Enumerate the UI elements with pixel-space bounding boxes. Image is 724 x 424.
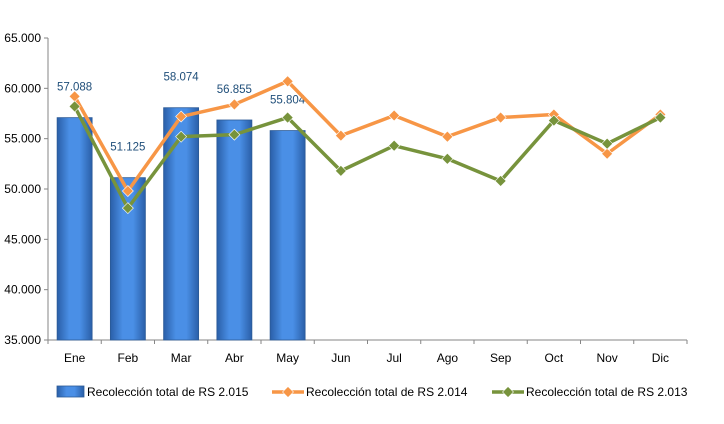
bar-data-label: 57.088	[57, 82, 92, 94]
diamond-marker	[175, 130, 188, 143]
diamond-marker	[654, 111, 667, 124]
bar-data-label: 55.804	[270, 95, 306, 107]
legend-label: Recolección total de RS 2.014	[306, 385, 468, 399]
y-tick-label: 65.000	[4, 31, 41, 45]
series-line	[72, 104, 663, 210]
x-tick-label: May	[276, 351, 299, 365]
diamond-marker	[441, 152, 454, 165]
diamond-marker	[121, 185, 134, 197]
y-tick-label: 35.000	[4, 333, 41, 347]
x-tick-label: Dic	[652, 351, 669, 365]
bar-data-labels: 57.088 51.125 58.074 56.855 55.804	[57, 72, 306, 154]
line-series-1	[68, 75, 667, 197]
legend-swatch-marker	[502, 386, 514, 398]
diamond-marker	[68, 100, 81, 113]
diamond-marker	[494, 175, 507, 187]
diamond-marker	[441, 130, 454, 143]
x-tick-label: Ene	[64, 351, 86, 365]
series-line	[72, 79, 663, 193]
legend: Recolección total de RS 2.015 Recolección…	[56, 385, 688, 399]
line-series-2	[68, 100, 667, 215]
bar-data-label: 58.074	[164, 72, 200, 84]
diamond-marker	[334, 129, 347, 142]
x-tick-label: Abr	[225, 351, 244, 365]
x-tick-label: Nov	[596, 351, 617, 365]
bar	[109, 177, 146, 341]
diamond-marker	[601, 147, 614, 160]
x-tick-label: Ago	[437, 351, 459, 365]
diamond-marker	[547, 114, 560, 127]
diamond-marker	[228, 98, 241, 111]
y-tick-label: 55.000	[4, 132, 41, 146]
bar	[56, 117, 93, 341]
legend-swatch-bar	[56, 385, 85, 398]
x-tick-label: Oct	[545, 351, 564, 365]
line-series	[68, 75, 667, 215]
diamond-marker	[281, 111, 294, 124]
diamond-marker	[601, 137, 614, 150]
bar-data-label: 56.855	[217, 84, 252, 96]
legend-label: Recolección total de RS 2.013	[526, 385, 688, 399]
bar-series	[56, 107, 306, 341]
bar-data-label: 51.125	[110, 142, 145, 154]
diamond-marker	[388, 139, 401, 152]
axes: 35.000 40.000 45.000 50.000 55.000 60.000 65.0…	[4, 31, 688, 365]
legend-label: Recolección total de RS 2.015	[87, 385, 249, 399]
diamond-marker	[494, 111, 507, 124]
diamond-marker	[281, 75, 294, 88]
y-tick-label: 60.000	[4, 81, 41, 95]
x-tick-label: Jun	[331, 351, 350, 365]
diamond-marker	[121, 202, 134, 215]
bar	[269, 130, 306, 341]
diamond-marker	[228, 128, 241, 141]
diamond-marker	[388, 109, 401, 122]
y-tick-label: 50.000	[4, 182, 41, 196]
y-tick-label: 40.000	[4, 283, 41, 297]
diamond-marker	[334, 164, 347, 177]
diamond-marker	[175, 110, 188, 123]
x-tick-label: Feb	[118, 351, 139, 365]
x-tick-label: Jul	[386, 351, 401, 365]
bar	[163, 107, 200, 341]
x-tick-label: Mar	[171, 351, 192, 365]
legend-swatch-marker	[282, 386, 294, 398]
bar	[216, 119, 253, 341]
x-tick-label: Sep	[490, 351, 512, 365]
y-tick-label: 45.000	[4, 232, 41, 246]
